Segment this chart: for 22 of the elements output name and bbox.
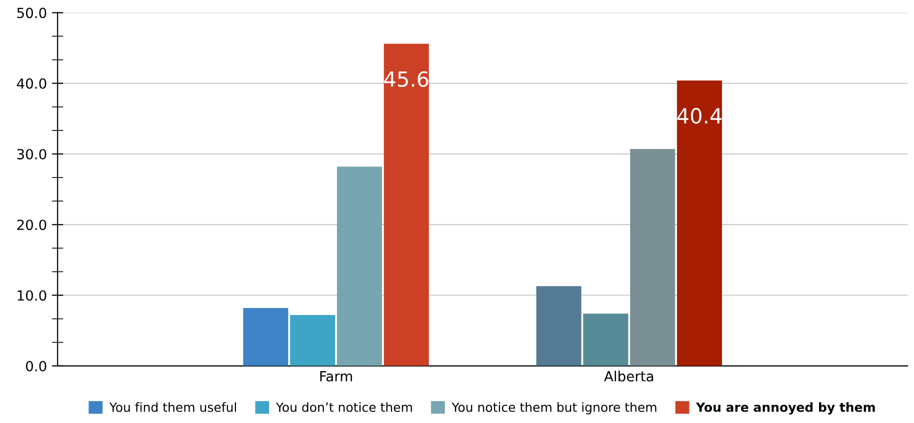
legend-label: You notice them but ignore them — [452, 402, 656, 414]
bar — [336, 166, 382, 366]
bar — [243, 308, 288, 366]
y-tick-label: 10.0 — [18, 290, 46, 301]
y-tick-label: 20.0 — [17, 220, 46, 230]
data-label: 40.4 — [677, 108, 722, 124]
legend-label: You find them useful — [109, 402, 236, 412]
y-tick-label: 0.0 — [26, 360, 46, 372]
y-tick-label: 40.0 — [16, 78, 46, 89]
bar — [630, 149, 676, 366]
legend-label: You don’t notice them — [276, 402, 412, 412]
bar — [384, 44, 429, 366]
bar — [290, 315, 336, 366]
y-tick-label: 30.0 — [17, 148, 46, 160]
bar — [583, 314, 628, 366]
legend-label: You are annoyed by them — [696, 402, 875, 414]
data-label: 45.6 — [384, 71, 428, 87]
x-tick-label: Farm — [320, 371, 352, 382]
y-tick-label: 50.0 — [17, 8, 46, 18]
bar — [676, 80, 722, 366]
bar — [536, 286, 582, 366]
x-tick-label: Alberta — [604, 370, 654, 382]
